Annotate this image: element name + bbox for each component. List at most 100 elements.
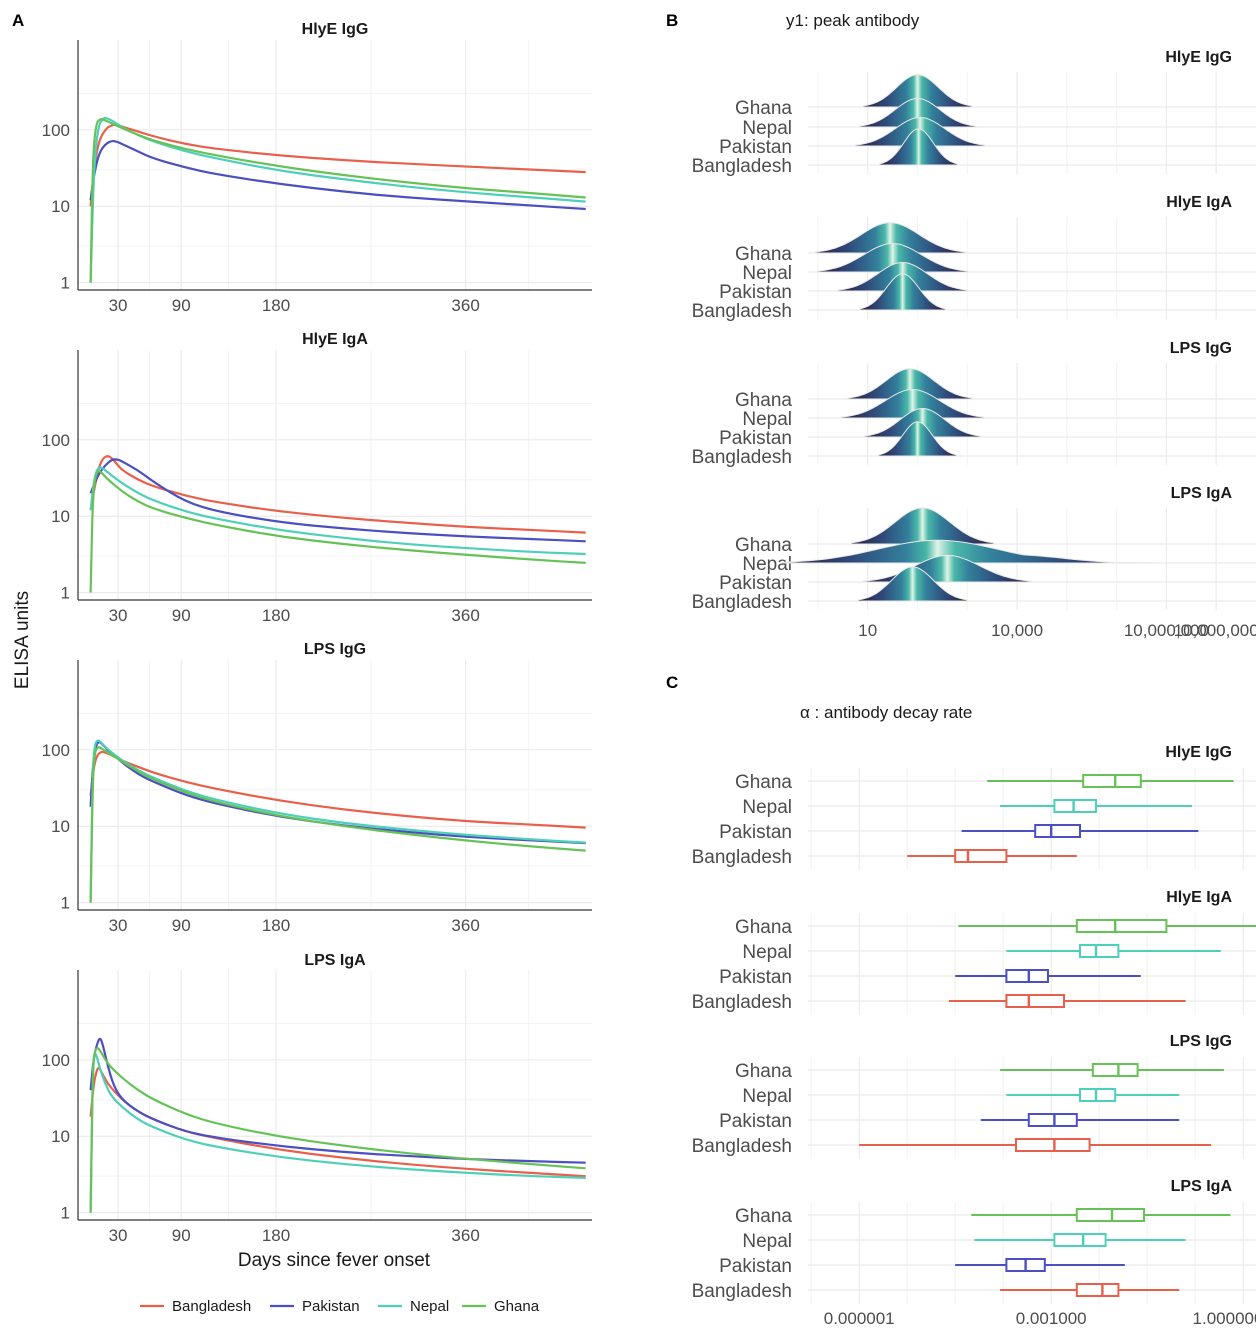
x-tick-label: 30 <box>109 916 128 935</box>
x-tick-label: 360 <box>451 1226 479 1245</box>
box <box>1034 824 1081 838</box>
panel-a: A ELISA units Days since fever onset Ban… <box>12 11 592 1315</box>
ridge-nepal <box>817 242 969 273</box>
facet-title: LPS IgG <box>1170 340 1232 357</box>
ridge-nepal <box>840 388 985 419</box>
y-axis-title: ELISA units <box>12 591 33 689</box>
boxplot-ghana <box>1000 1063 1224 1077</box>
facet-title: LPS IgA <box>1171 485 1233 502</box>
legend: Bangladesh Pakistan Nepal Ghana <box>140 1298 540 1315</box>
box <box>1015 1138 1091 1152</box>
series-line-nepal <box>89 739 586 903</box>
ridge-ghana <box>814 222 966 254</box>
x-tick-label: 10 <box>858 621 877 640</box>
y-tick-label: 1 <box>61 274 70 293</box>
legend-label-bangladesh: Bangladesh <box>172 1298 251 1315</box>
panel-label-c: C <box>666 673 678 692</box>
boxplot-bangladesh <box>907 849 1077 863</box>
series-line-ghana <box>89 746 586 903</box>
category-label: Bangladesh <box>692 592 792 613</box>
series-line-bangladesh <box>89 123 586 207</box>
x-tick-label: 0.000001 <box>824 1309 895 1328</box>
category-label: Bangladesh <box>692 156 792 177</box>
y-tick-label: 1 <box>61 1204 70 1223</box>
x-tick-label: 360 <box>451 916 479 935</box>
box <box>1082 774 1142 788</box>
x-tick-label: 90 <box>172 296 191 315</box>
facet-title: LPS IgG <box>1170 1033 1232 1050</box>
facet-title: LPS IgA <box>1171 1178 1233 1195</box>
category-label: Bangladesh <box>692 447 792 468</box>
category-label: Nepal <box>742 118 792 139</box>
boxplot-pakistan <box>961 824 1199 838</box>
category-label: Pakistan <box>719 967 792 988</box>
ridge-nepal <box>858 97 977 128</box>
category-label: Bangladesh <box>692 992 792 1013</box>
panel-b: B y1: peak antibody HlyE IgGBangladeshPa… <box>666 11 1256 640</box>
x-tick-label: 180 <box>262 606 290 625</box>
ridge-bangladesh <box>879 128 958 166</box>
category-label: Nepal <box>742 942 792 963</box>
x-axis-title: Days since fever onset <box>238 1250 431 1271</box>
boxplot-bangladesh <box>1000 1283 1180 1297</box>
series-line-pakistan <box>89 1037 586 1164</box>
facet-c-lps-iga: LPS IgA Bangladesh Pakistan Nepal Ghana <box>692 1178 1256 1304</box>
box <box>1091 1063 1139 1077</box>
panel-b-title: y1: peak antibody <box>786 11 920 30</box>
series-line-pakistan <box>89 139 586 211</box>
facet-a-lps-iga: LPS IgA 1 10 100 30 90 180 360 <box>42 952 592 1245</box>
series-line-pakistan <box>89 741 586 845</box>
panel-c: C α : antibody decay rate HlyE IgG Bangla… <box>666 673 1256 1328</box>
category-label: Bangladesh <box>692 847 792 868</box>
x-tick-label: 90 <box>172 916 191 935</box>
panel-label-b: B <box>666 11 678 30</box>
category-label: Nepal <box>742 263 792 284</box>
boxplot-ghana <box>958 919 1256 933</box>
facet-title: LPS IgG <box>304 641 366 658</box>
category-label: Pakistan <box>719 137 792 158</box>
category-label: Ghana <box>735 244 792 265</box>
facet-a-lps-igg: LPS IgG 1 10 100 30 90 180 360 <box>42 641 592 935</box>
category-label: Pakistan <box>719 428 792 449</box>
ridge-bangladesh <box>857 566 968 602</box>
category-label: Nepal <box>742 797 792 818</box>
category-label: Nepal <box>742 1086 792 1107</box>
category-label: Ghana <box>735 917 792 938</box>
y-tick-label: 100 <box>42 431 70 450</box>
boxplot-pakistan <box>955 1258 1125 1272</box>
category-label: Pakistan <box>719 1111 792 1132</box>
facet-title: HlyE IgA <box>1166 889 1232 906</box>
facet-c-lps-igg: LPS IgG Bangladesh Pakistan Nepal Ghana <box>692 1033 1256 1159</box>
y-tick-label: 10 <box>51 197 70 216</box>
legend-label-pakistan: Pakistan <box>302 1298 360 1315</box>
box <box>1079 1088 1117 1102</box>
y-tick-label: 10 <box>51 507 70 526</box>
box <box>1075 1283 1120 1297</box>
y-tick-label: 100 <box>42 1051 70 1070</box>
box <box>1079 944 1120 958</box>
box <box>1053 1233 1107 1247</box>
category-label: Pakistan <box>719 822 792 843</box>
x-tick-label: 90 <box>172 606 191 625</box>
boxplot-nepal <box>1006 1088 1180 1102</box>
ridge-ghana <box>847 368 973 400</box>
category-label: Nepal <box>742 554 792 575</box>
y-tick-label: 10 <box>51 1127 70 1146</box>
category-label: Pakistan <box>719 573 792 594</box>
category-label: Pakistan <box>719 1256 792 1277</box>
boxplot-nepal <box>974 1233 1186 1247</box>
category-label: Ghana <box>735 1206 792 1227</box>
category-label: Ghana <box>735 1061 792 1082</box>
ridge-nepal <box>781 539 1153 564</box>
boxplot-nepal <box>1006 944 1221 958</box>
facet-title: HlyE IgG <box>1165 744 1232 761</box>
facet-c-hlye-iga: HlyE IgA Bangladesh Pakistan Nepal Ghana <box>692 889 1256 1015</box>
x-tick-label: 0.001000 <box>1016 1309 1087 1328</box>
series-line-ghana <box>89 118 586 283</box>
facet-a-hlye-igg: HlyE IgG 1 10 100 30 90 180 360 <box>42 21 592 315</box>
box <box>1075 1208 1146 1222</box>
